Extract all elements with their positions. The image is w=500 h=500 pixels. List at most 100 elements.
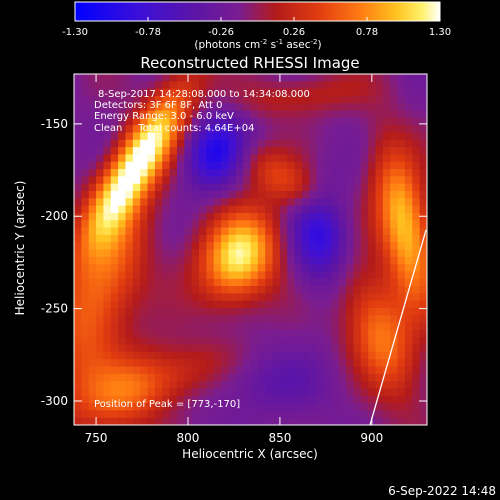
heatmap-cell <box>419 329 427 338</box>
heatmap-cell <box>169 417 178 425</box>
heatmap-cell <box>184 205 193 214</box>
heatmap-cell <box>169 74 178 82</box>
heatmap-cell <box>154 110 163 119</box>
heatmap-cell <box>324 344 332 353</box>
heatmap-cell <box>213 103 222 112</box>
heatmap-cell <box>265 351 274 360</box>
heatmap-cell <box>132 220 141 229</box>
annotation-peak-position: Position of Peak = [773,-170] <box>94 399 240 410</box>
heatmap-cell <box>206 110 215 119</box>
heatmap-cell <box>353 212 362 221</box>
heatmap-cell <box>191 117 200 126</box>
heatmap-cell <box>154 242 163 251</box>
heatmap-cell <box>103 176 112 185</box>
heatmap-cell <box>375 337 384 346</box>
heatmap-cell <box>140 227 149 236</box>
heatmap-cell <box>272 117 281 126</box>
heatmap-cell <box>397 329 406 338</box>
heatmap-cell <box>176 205 185 214</box>
heatmap-cell <box>412 183 421 192</box>
heatmap-cell <box>257 139 266 148</box>
heatmap-cell <box>331 103 340 112</box>
heatmap-cell <box>346 308 355 316</box>
heatmap-cell <box>301 278 310 287</box>
heatmap-cell <box>250 161 259 170</box>
heatmap-cell <box>412 278 421 287</box>
heatmap-cell <box>118 344 127 353</box>
heatmap-cell <box>213 191 222 199</box>
y-tick-label: -250 <box>41 302 68 316</box>
heatmap-cell <box>228 205 237 214</box>
heatmap-cell <box>213 388 222 397</box>
heatmap-cell <box>397 242 406 251</box>
heatmap-cell <box>125 110 134 119</box>
heatmap-cell <box>154 169 163 177</box>
heatmap-cell <box>221 403 230 411</box>
heatmap-cell <box>221 373 230 382</box>
heatmap-cell <box>272 271 281 280</box>
heatmap-cell <box>404 234 413 243</box>
heatmap-cell <box>74 395 82 404</box>
heatmap-cell <box>184 125 193 134</box>
heatmap-cell <box>96 169 105 177</box>
heatmap-cell <box>287 315 296 324</box>
heatmap-cell <box>272 125 281 134</box>
heatmap-cell <box>140 329 149 338</box>
heatmap-cell <box>162 315 171 324</box>
heatmap-cell <box>132 74 141 82</box>
heatmap-cell <box>110 183 119 192</box>
heatmap-cell <box>272 249 281 258</box>
heatmap-cell <box>301 169 310 177</box>
heatmap-cell <box>221 410 230 419</box>
heatmap-cell <box>257 81 266 90</box>
heatmap-cell <box>338 351 347 360</box>
heatmap-cell <box>184 300 193 309</box>
heatmap-cell <box>125 132 134 141</box>
heatmap-cell <box>324 293 332 302</box>
heatmap-cell <box>404 300 413 309</box>
heatmap-cell <box>397 205 406 214</box>
heatmap-cell <box>412 322 421 331</box>
heatmap-cell <box>346 169 355 177</box>
heatmap-cell <box>360 403 369 411</box>
heatmap-cell <box>404 154 413 163</box>
heatmap-cell <box>382 95 391 104</box>
heatmap-cell <box>294 373 303 382</box>
heatmap-cell <box>390 88 399 97</box>
heatmap-cell <box>279 183 288 192</box>
heatmap-cell <box>191 169 200 177</box>
heatmap-cell <box>235 417 244 425</box>
heatmap-cell <box>331 256 340 265</box>
heatmap-cell <box>118 308 127 316</box>
heatmap-cell <box>206 242 215 251</box>
heatmap-cell <box>346 117 355 126</box>
heatmap-cell <box>235 227 244 236</box>
heatmap-cell <box>154 88 163 97</box>
heatmap-cell <box>324 220 332 229</box>
heatmap-cell <box>412 395 421 404</box>
heatmap-cell <box>419 74 427 82</box>
heatmap-cell <box>294 381 303 390</box>
heatmap-cell <box>346 403 355 411</box>
heatmap-cell <box>213 227 222 236</box>
heatmap-cell <box>96 110 105 119</box>
colorbar-tick-label: 0.26 <box>283 27 305 38</box>
heatmap-cell <box>228 293 237 302</box>
heatmap-cell <box>118 125 127 134</box>
heatmap-cell <box>96 278 105 287</box>
heatmap-cell <box>419 395 427 404</box>
heatmap-cell <box>272 351 281 360</box>
heatmap-cell <box>316 366 325 375</box>
heatmap-cell <box>88 351 97 360</box>
heatmap-cell <box>419 300 427 309</box>
heatmap-cell <box>110 161 119 170</box>
heatmap-cell <box>74 359 82 368</box>
heatmap-cell <box>140 205 149 214</box>
heatmap-cell <box>265 337 274 346</box>
heatmap-cell <box>81 278 90 287</box>
heatmap-cell <box>279 154 288 163</box>
heatmap-cell <box>360 227 369 236</box>
heatmap-cell <box>206 359 215 368</box>
heatmap-cell <box>154 154 163 163</box>
heatmap-cell <box>250 264 259 273</box>
